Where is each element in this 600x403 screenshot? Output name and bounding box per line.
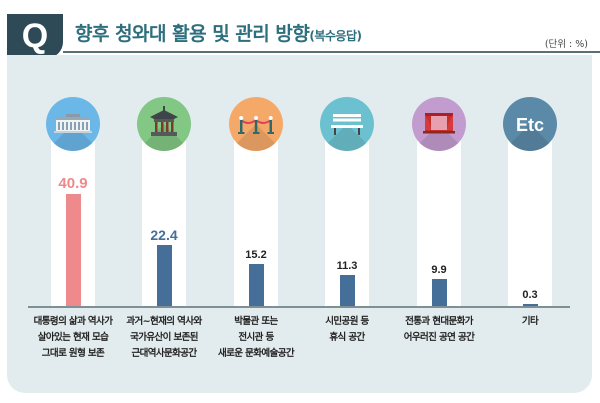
column-strip bbox=[417, 124, 461, 306]
park-bench-icon bbox=[320, 97, 374, 151]
value-label-6: 0.3 bbox=[522, 289, 538, 301]
category-label-line: 근대역사문화공간 bbox=[131, 348, 197, 359]
bar-6 bbox=[522, 304, 538, 306]
etc-icon: Etc bbox=[503, 97, 557, 151]
x-axis-line bbox=[28, 306, 570, 308]
category-label-line: 대통령의 삶과 역사가 bbox=[33, 316, 113, 327]
category-label-6: 기타 bbox=[480, 314, 580, 330]
category-label-line: 전통과 현대문화가 bbox=[405, 316, 473, 327]
bar-2 bbox=[156, 244, 172, 306]
chart-title: 향후 청와대 활용 및 관리 방향(복수응답) bbox=[75, 19, 362, 46]
category-label-line: 박물관 또는 bbox=[234, 316, 278, 327]
pavilion-icon bbox=[137, 97, 191, 151]
category-label-line: 새로운 문화예술공간 bbox=[218, 348, 295, 359]
bar-3 bbox=[248, 264, 264, 306]
unit-label: (단위 : %) bbox=[544, 39, 588, 50]
value-label-4: 11.3 bbox=[336, 260, 358, 273]
category-label-line: 그대로 원형 보존 bbox=[41, 348, 105, 359]
theater-stage-icon bbox=[412, 97, 466, 151]
bar-5 bbox=[431, 278, 447, 306]
category-label-line: 전시관 등 bbox=[238, 332, 274, 343]
category-label-line: 어우러진 공연 공간 bbox=[403, 332, 475, 343]
palace-building-icon bbox=[46, 97, 100, 151]
chart-panel bbox=[7, 55, 592, 393]
bar-1 bbox=[65, 194, 81, 306]
category-label-line: 살아있는 현재 모습 bbox=[37, 332, 109, 343]
value-label-3: 15.2 bbox=[245, 249, 267, 262]
chart-title-main: 향후 청와대 활용 및 관리 방향 bbox=[75, 23, 310, 45]
column-strip bbox=[508, 124, 552, 306]
question-badge: Q bbox=[7, 14, 63, 58]
category-label-line: 기타 bbox=[521, 316, 539, 327]
category-label-line: 국가유산이 보존된 bbox=[130, 332, 198, 343]
chart-title-sub: (복수응답) bbox=[309, 29, 362, 43]
category-label-line: 휴식 공간 bbox=[329, 332, 365, 343]
value-label-2: 22.4 bbox=[150, 226, 178, 243]
bar-4 bbox=[339, 275, 355, 306]
museum-rope-barrier-icon bbox=[229, 97, 283, 151]
value-label-1: 40.9 bbox=[58, 175, 88, 192]
header-divider bbox=[63, 51, 600, 53]
value-label-5: 9.9 bbox=[431, 263, 447, 276]
category-label-line: 시민공원 등 bbox=[325, 316, 369, 327]
category-label-line: 과거~현재의 역사와 bbox=[126, 316, 202, 327]
svg-text:Etc: Etc bbox=[516, 115, 544, 135]
